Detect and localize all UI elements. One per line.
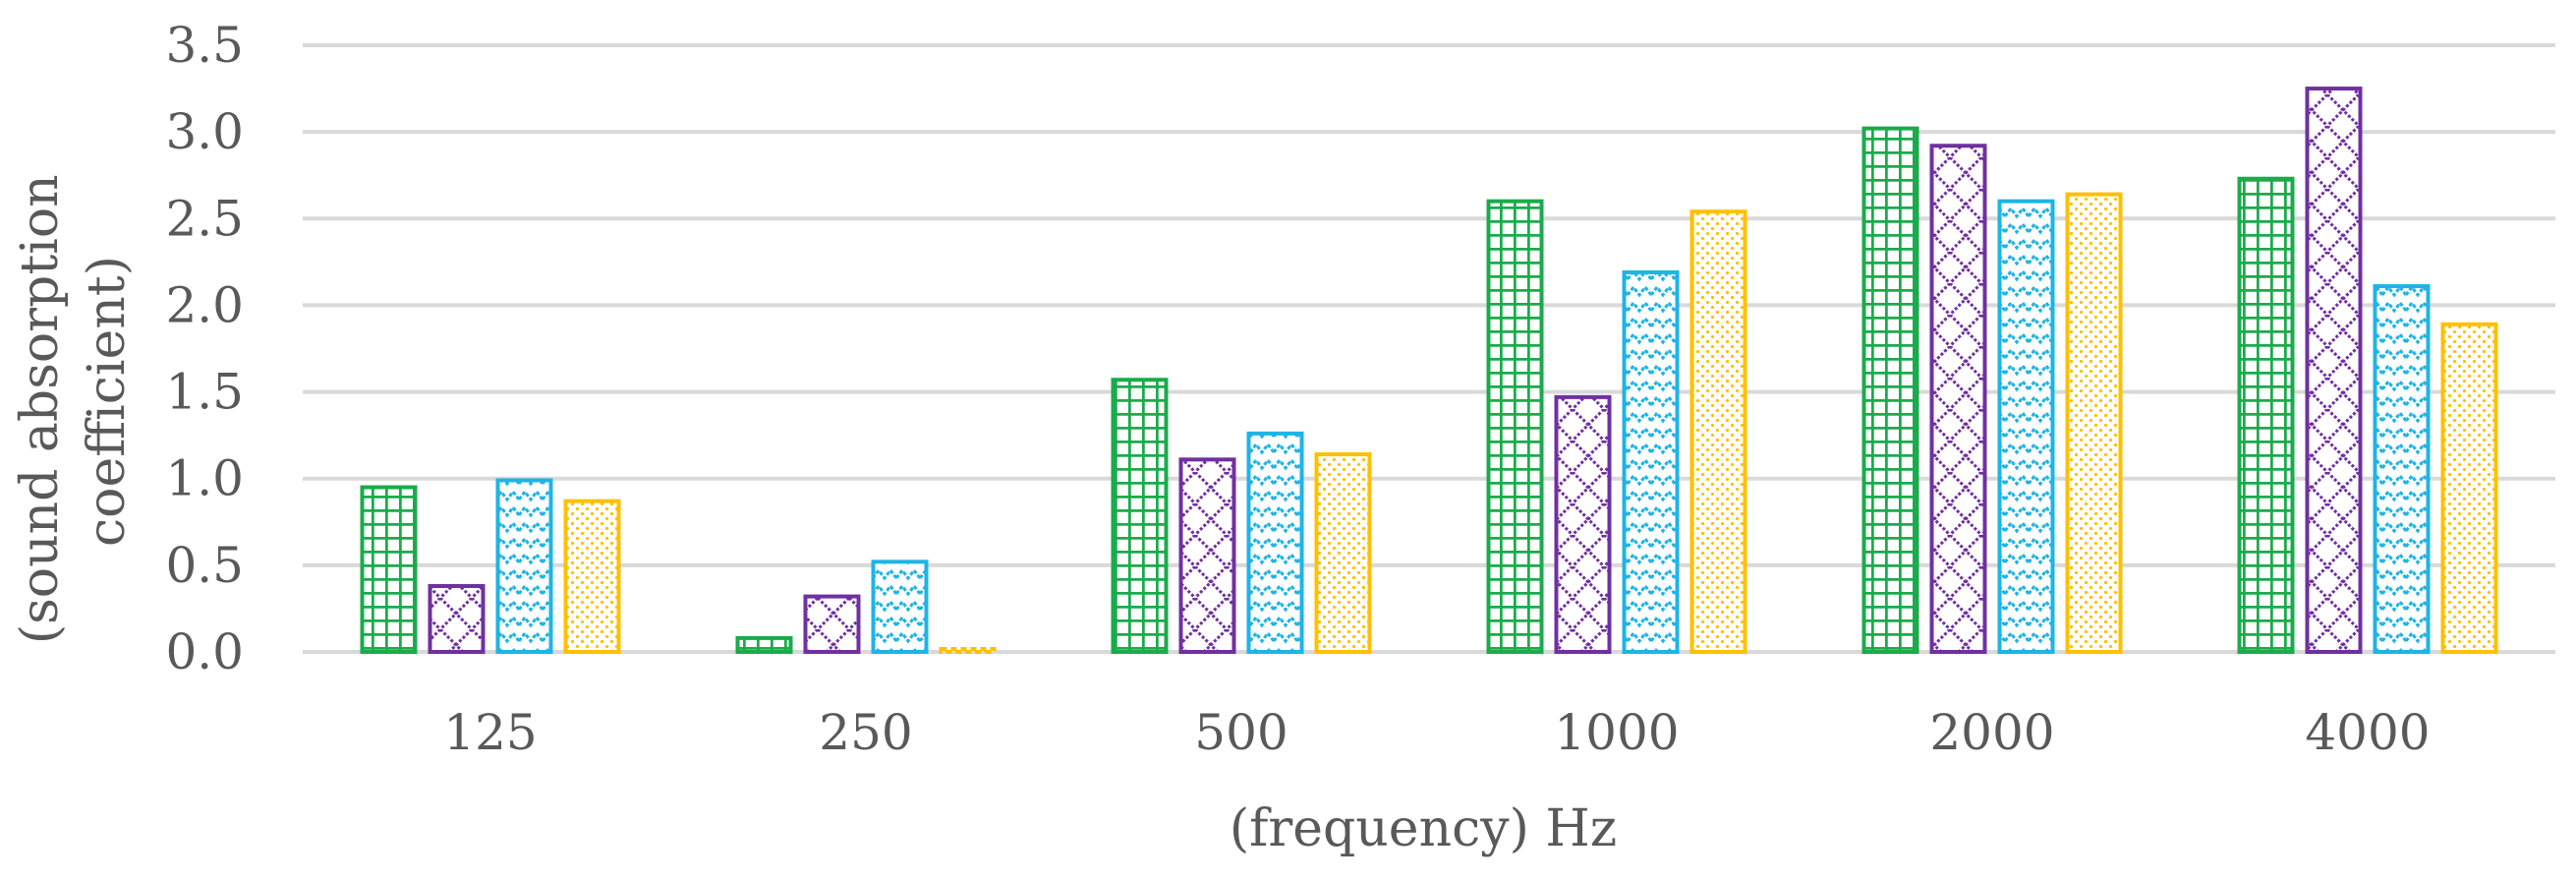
y-tick-label: 1.0 xyxy=(165,450,244,507)
x-axis-title: (frequency) Hz xyxy=(1230,799,1617,858)
bar-series-3-4000 xyxy=(2373,284,2431,654)
bar-series-3-1000 xyxy=(1622,269,1680,654)
bar-series-2-1000 xyxy=(1554,394,1612,654)
bar-series-1-500 xyxy=(1111,378,1169,654)
x-tick-labels: 125 250 500 1000 2000 4000 xyxy=(443,704,2430,761)
x-tick-label: 1000 xyxy=(1554,704,1679,761)
bar-series-1-250 xyxy=(735,635,793,655)
bar-series-1-1000 xyxy=(1486,199,1544,655)
y-tick-label: 0.5 xyxy=(165,537,244,594)
y-tick-label: 1.5 xyxy=(165,364,244,421)
x-tick-label: 4000 xyxy=(2305,704,2430,761)
y-tick-label: 3.5 xyxy=(165,17,244,74)
y-axis-title-line-1: (sound absorption xyxy=(11,174,70,644)
bar-series-2-2000 xyxy=(1929,144,1987,654)
bar-series-3-250 xyxy=(871,559,929,654)
bar-series-1-2000 xyxy=(1861,126,1919,655)
y-tick-label: 3.0 xyxy=(165,103,244,160)
bar-series-4-2000 xyxy=(2065,192,2123,654)
y-axis-title: (sound absorption coefficient) xyxy=(11,158,137,644)
x-tick-label: 500 xyxy=(1194,704,1288,761)
y-tick-label: 2.5 xyxy=(165,190,244,247)
bar-series-4-250 xyxy=(939,647,997,654)
bars xyxy=(360,87,2498,655)
bar-series-3-125 xyxy=(495,478,553,654)
bar-series-3-2000 xyxy=(1997,199,2055,655)
bar-series-2-250 xyxy=(803,594,861,654)
bar-series-4-4000 xyxy=(2440,322,2498,654)
x-tick-label: 125 xyxy=(443,704,537,761)
gridlines xyxy=(303,43,2555,654)
x-tick-label: 2000 xyxy=(1929,704,2054,761)
bar-series-4-1000 xyxy=(1689,209,1747,654)
y-tick-label: 2.0 xyxy=(165,276,244,333)
y-axis-title-line-2: coefficient) xyxy=(78,256,137,547)
bar-series-2-500 xyxy=(1178,457,1236,654)
bar-series-4-125 xyxy=(563,499,621,655)
y-tick-labels: 0.0 0.5 1.0 1.5 2.0 2.5 3.0 3.5 xyxy=(165,17,244,680)
bar-series-3-500 xyxy=(1246,431,1304,654)
bar-series-4-500 xyxy=(1314,452,1372,654)
bar-series-2-4000 xyxy=(2305,87,2363,655)
bar-series-1-4000 xyxy=(2237,176,2295,655)
bar-series-2-125 xyxy=(428,584,486,654)
bar-series-1-125 xyxy=(360,485,418,654)
x-tick-label: 250 xyxy=(819,704,912,761)
y-tick-label: 0.0 xyxy=(165,623,244,680)
